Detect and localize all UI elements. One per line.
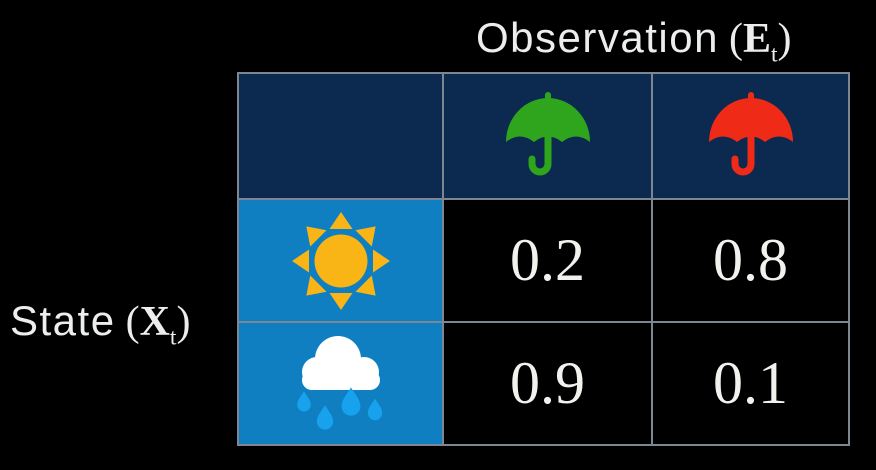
red-umbrella-icon <box>708 92 793 176</box>
state-subscript: t <box>169 324 177 351</box>
state-cell-sunny <box>239 200 442 321</box>
corner-cell <box>239 74 442 198</box>
state-math: (Xt) <box>125 299 191 351</box>
state-symbol: X <box>139 299 170 345</box>
green-umbrella-icon <box>505 92 590 176</box>
state-cell-rainy <box>239 323 442 444</box>
state-axis-label: State (Xt) <box>10 297 191 351</box>
observation-word: Observation <box>476 14 719 61</box>
probability-value-sunny-green: 0.2 <box>444 200 651 321</box>
observation-symbol: E <box>742 16 771 62</box>
state-word: State <box>10 297 116 344</box>
header-cell-umbrella-green <box>444 74 651 198</box>
probability-table: 0.2 0.8 0.9 0.1 <box>237 72 850 446</box>
observation-axis-label: Observation (Et) <box>476 14 792 68</box>
rain-cloud-icon <box>296 335 382 430</box>
header-cell-umbrella-red <box>653 74 848 198</box>
probability-value-rainy-red: 0.1 <box>653 323 848 444</box>
sun-icon <box>291 211 390 310</box>
observation-math: (Et) <box>728 16 792 68</box>
observation-subscript: t <box>770 41 778 68</box>
probability-value-sunny-red: 0.8 <box>653 200 848 321</box>
probability-value-rainy-green: 0.9 <box>444 323 651 444</box>
